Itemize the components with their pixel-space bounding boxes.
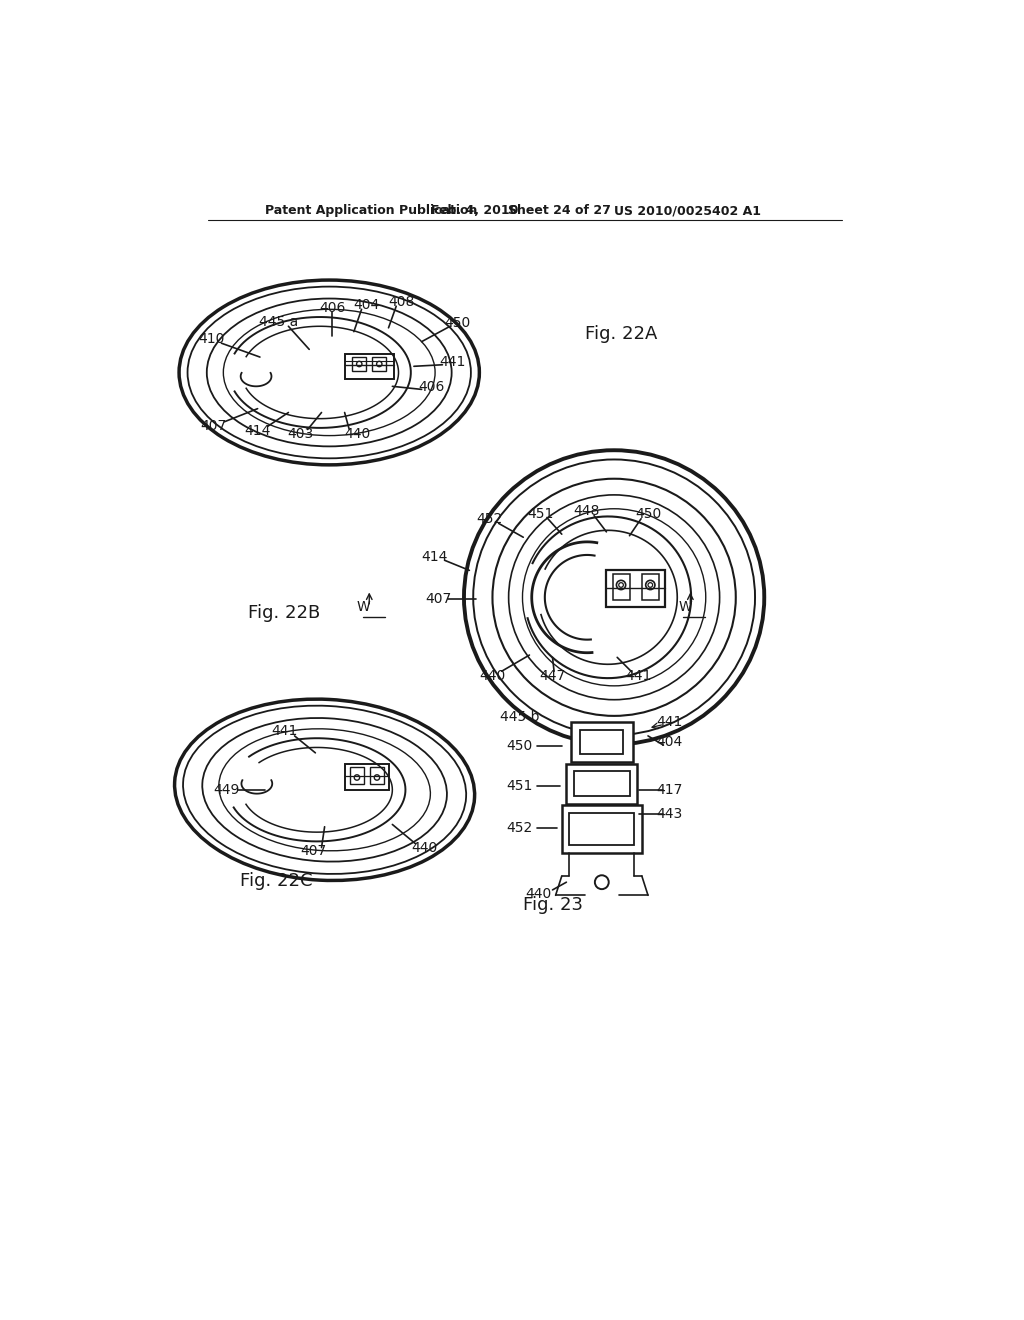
Text: Sheet 24 of 27: Sheet 24 of 27 [508,205,610,218]
Text: 414: 414 [422,550,447,564]
Bar [571,722,633,762]
Text: 407: 407 [201,420,227,433]
Bar [612,574,630,599]
Bar [566,763,637,804]
Bar [574,771,630,796]
Text: 406: 406 [419,380,444,395]
Text: 445 b: 445 b [501,710,540,725]
Text: 440: 440 [412,841,438,855]
Text: 440: 440 [525,887,552,900]
Text: 441: 441 [626,669,652,682]
Bar [606,570,665,607]
Text: W: W [357,601,371,614]
Text: 408: 408 [388,296,415,309]
Text: 441: 441 [271,725,298,738]
Bar [569,813,634,845]
Bar [352,358,367,371]
Text: 403: 403 [287,428,313,441]
Text: 407: 407 [425,591,452,606]
Text: 441: 441 [656,715,683,729]
Text: 407: 407 [301,845,327,858]
Text: W: W [678,601,692,614]
Text: 451: 451 [527,507,553,521]
Text: Fig. 22A: Fig. 22A [585,325,657,343]
Text: Fig. 22C: Fig. 22C [240,871,312,890]
Text: 410: 410 [199,333,224,346]
Text: 452: 452 [476,512,503,525]
Bar [350,767,364,784]
Text: 414: 414 [245,424,270,438]
Text: 406: 406 [319,301,345,314]
Text: 404: 404 [656,735,683,748]
Text: Fig. 22B: Fig. 22B [248,603,319,622]
Text: 451: 451 [506,779,532,793]
Text: Patent Application Publication: Patent Application Publication [265,205,477,218]
Text: 450: 450 [506,739,532,752]
Text: Feb. 4, 2010: Feb. 4, 2010 [431,205,518,218]
Bar [370,767,384,784]
Text: Fig. 23: Fig. 23 [523,896,584,915]
Text: 443: 443 [656,808,683,821]
Bar [345,354,394,379]
Text: 452: 452 [506,821,532,834]
Text: 450: 450 [635,507,662,521]
Text: US 2010/0025402 A1: US 2010/0025402 A1 [614,205,761,218]
Text: 450: 450 [444,317,471,330]
Text: 449: 449 [214,783,240,797]
Text: 404: 404 [353,298,379,313]
Bar [581,730,624,755]
Bar [345,763,388,789]
Text: 417: 417 [656,783,683,797]
Bar [642,574,658,599]
Text: 441: 441 [439,355,466,368]
Bar [562,805,642,853]
Text: 445 a: 445 a [259,315,298,330]
Text: 447: 447 [540,669,565,682]
Text: 440: 440 [479,669,506,682]
Bar [373,358,386,371]
Text: 440: 440 [345,428,371,441]
Text: 448: 448 [573,504,600,517]
